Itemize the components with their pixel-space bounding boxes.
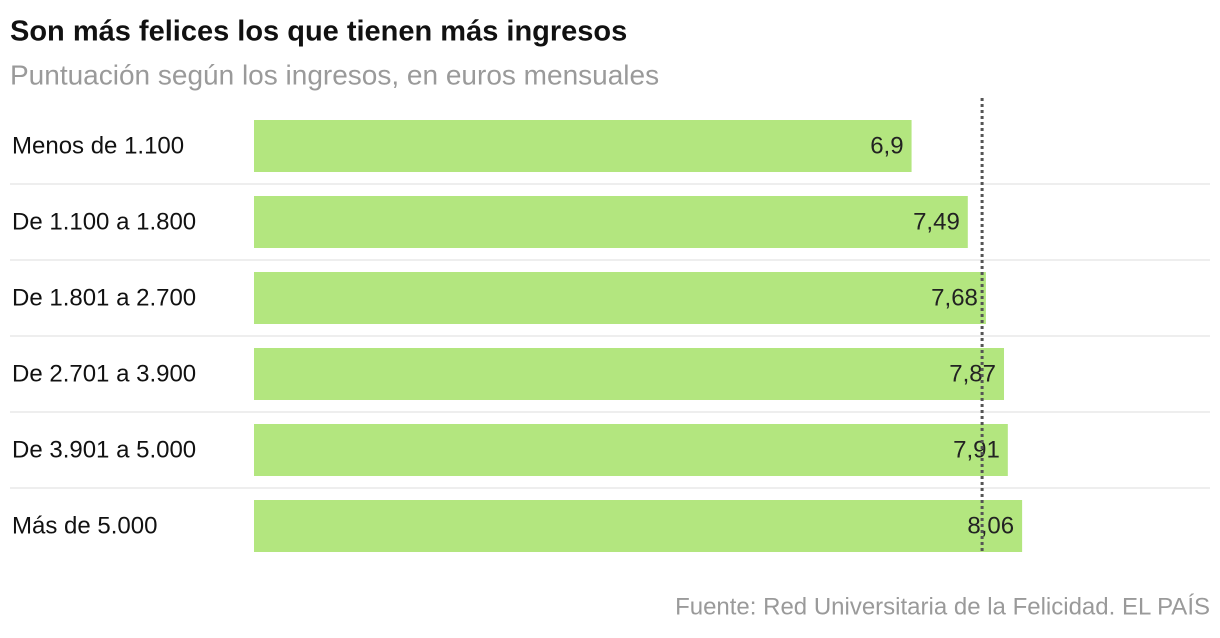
value-label: 7,91: [953, 436, 1000, 463]
category-label: De 2.701 a 3.900: [12, 360, 196, 387]
source: Fuente: Red Universitaria de la Felicida…: [675, 593, 1210, 620]
value-label: 8,06: [967, 512, 1014, 539]
bar: [254, 500, 1023, 552]
value-label: 7,49: [913, 208, 960, 235]
chart-title: Son más felices los que tienen más ingre…: [10, 16, 627, 48]
chart-subtitle: Puntuación según los ingresos, en euros …: [10, 59, 659, 90]
bar: [254, 272, 986, 324]
bar: [254, 348, 1005, 400]
value-label: 7,68: [931, 284, 978, 311]
category-label: Menos de 1.100: [12, 132, 184, 159]
category-label: De 1.801 a 2.700: [12, 284, 196, 311]
bar: [254, 120, 912, 172]
bar: [254, 424, 1008, 476]
bar: [254, 196, 968, 248]
value-label: 7,87: [949, 360, 996, 387]
value-label: 6,9: [870, 132, 903, 159]
category-label: De 1.100 a 1.800: [12, 208, 196, 235]
category-label: Más de 5.000: [12, 512, 157, 539]
category-label: De 3.901 a 5.000: [12, 436, 196, 463]
